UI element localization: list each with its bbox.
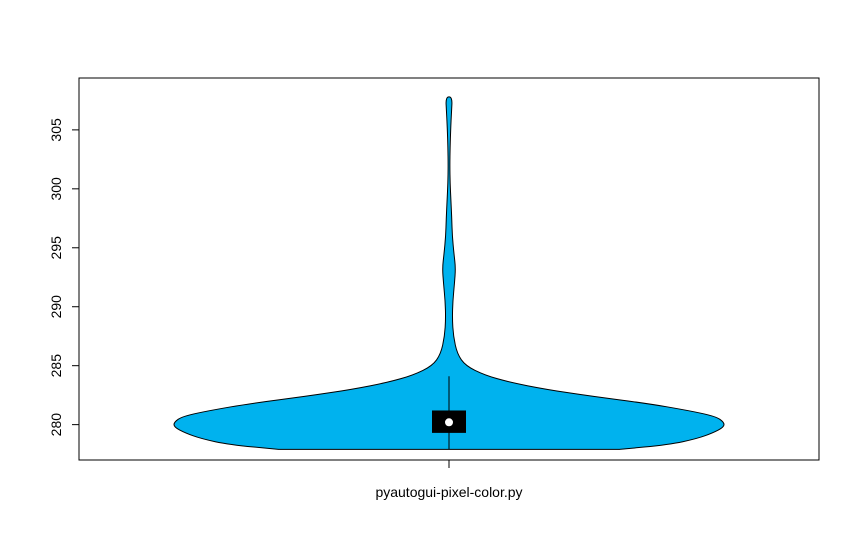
y-axis: 280 285 290 295 300 305 xyxy=(48,118,80,437)
y-tick-label: 295 xyxy=(48,236,64,260)
median-point xyxy=(445,418,453,427)
y-tick-label: 305 xyxy=(48,118,64,142)
y-tick-label: 285 xyxy=(48,354,64,378)
y-tick-label: 290 xyxy=(48,295,64,319)
violin-shape xyxy=(173,96,725,450)
y-tick-label: 300 xyxy=(48,177,64,201)
x-axis: pyautogui-pixel-color.py xyxy=(375,460,523,500)
violin-layer xyxy=(173,96,725,450)
x-tick-label: pyautogui-pixel-color.py xyxy=(375,484,522,500)
y-tick-label: 280 xyxy=(48,413,64,437)
